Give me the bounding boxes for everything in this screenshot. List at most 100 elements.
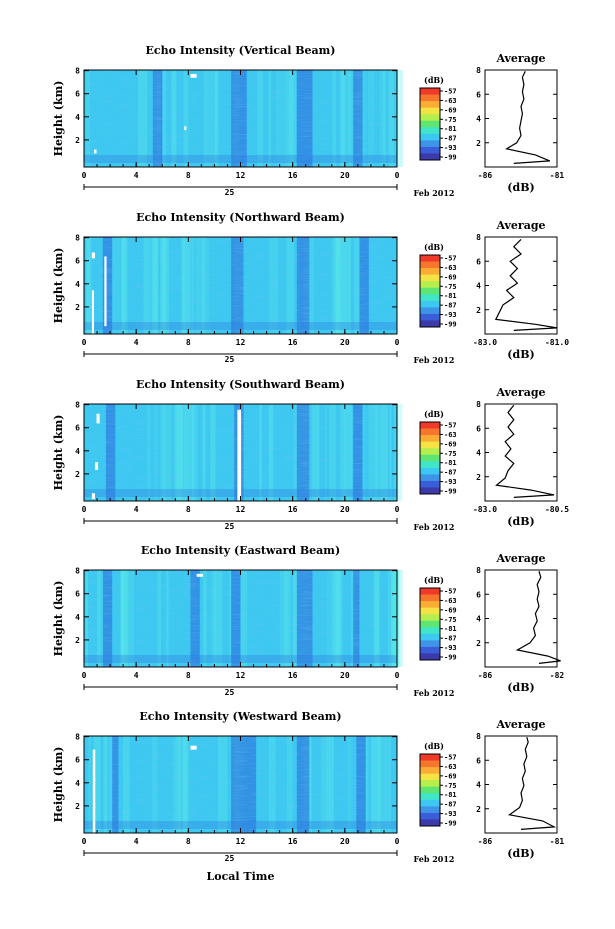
x-tick-label: 0 bbox=[395, 671, 400, 680]
colorbar-segment bbox=[420, 274, 440, 282]
colorbar-tick-label: -99 bbox=[444, 654, 457, 662]
y-tick-label: 6 bbox=[75, 590, 80, 599]
colorbar-tick-label: -87 bbox=[444, 635, 457, 643]
profile-y-tick-label: 4 bbox=[476, 615, 481, 624]
data-gap bbox=[91, 493, 95, 500]
colorbar-segment bbox=[420, 268, 440, 276]
x-tick-label: 16 bbox=[288, 338, 298, 347]
colorbar-tick-label: -75 bbox=[444, 116, 457, 124]
colorbar-segment bbox=[420, 806, 440, 814]
colorbar-segment bbox=[420, 300, 440, 308]
y-axis-label: Height (km) bbox=[52, 581, 65, 657]
colorbar-segment bbox=[420, 627, 440, 635]
x-tick-label: 8 bbox=[186, 837, 191, 846]
profile-line bbox=[495, 404, 555, 498]
heatmap-stripe bbox=[395, 70, 404, 167]
heatmap-ground-layer bbox=[84, 155, 397, 163]
colorbar-tick-label: -81 bbox=[444, 459, 457, 467]
colorbar-segment bbox=[420, 653, 440, 661]
colorbar-tick-label: -93 bbox=[444, 311, 457, 319]
heatmap-stripe bbox=[394, 570, 403, 667]
y-tick-label: 2 bbox=[75, 136, 80, 145]
heatmap-ground-layer bbox=[84, 655, 397, 663]
profile-title: Average bbox=[495, 552, 545, 565]
x-tick-label: 0 bbox=[82, 671, 87, 680]
colorbar-segment bbox=[420, 153, 440, 161]
colorbar-frame bbox=[419, 753, 441, 827]
x-tick-label: 8 bbox=[186, 505, 191, 514]
colorbar-tick-label: -93 bbox=[444, 478, 457, 486]
day-label: 25 bbox=[225, 355, 235, 364]
colorbar-segment bbox=[420, 448, 440, 456]
colorbar-segment bbox=[420, 133, 440, 141]
colorbar-tick-label: -81 bbox=[444, 791, 457, 799]
colorbar-tick-label: -87 bbox=[444, 801, 457, 809]
colorbar-segment bbox=[420, 107, 440, 115]
heatmap-texture bbox=[84, 237, 397, 334]
colorbar-segment bbox=[420, 307, 440, 315]
x-tick-label: 20 bbox=[340, 171, 350, 180]
x-tick-label: 20 bbox=[340, 837, 350, 846]
x-tick-label: 4 bbox=[134, 671, 139, 680]
profile-y-tick-label: 2 bbox=[476, 805, 481, 814]
colorbar-tick-label: -69 bbox=[444, 273, 457, 281]
profile-x-label: (dB) bbox=[507, 181, 534, 194]
x-tick-label: 16 bbox=[288, 505, 298, 514]
profile-y-tick-label: 8 bbox=[476, 566, 481, 575]
colorbar-segment bbox=[420, 633, 440, 641]
colorbar-segment bbox=[420, 146, 440, 154]
colorbar-segment bbox=[420, 474, 440, 482]
colorbar-segment bbox=[420, 140, 440, 148]
colorbar-tick-label: -69 bbox=[444, 772, 457, 780]
profile-y-tick-label: 4 bbox=[476, 282, 481, 291]
colorbar-segment bbox=[420, 422, 440, 430]
colorbar-segment bbox=[420, 467, 440, 475]
colorbar-tick-label: -69 bbox=[444, 606, 457, 614]
heatmap-ground-layer bbox=[84, 322, 397, 330]
data-gap bbox=[94, 149, 97, 154]
profile-x-label: (dB) bbox=[507, 515, 534, 528]
y-tick-label: 2 bbox=[75, 636, 80, 645]
profile-x-tick-label: -83.0 bbox=[473, 338, 497, 347]
colorbar-unit: (dB) bbox=[424, 75, 444, 85]
x-tick-label: 4 bbox=[134, 505, 139, 514]
profile-title: Average bbox=[495, 219, 545, 232]
colorbar-segment bbox=[420, 480, 440, 488]
y-tick-label: 8 bbox=[75, 567, 80, 576]
x-tick-label: 16 bbox=[288, 171, 298, 180]
heatmap-ground-layer bbox=[84, 821, 397, 829]
profile-y-tick-label: 2 bbox=[476, 306, 481, 315]
profile-line bbox=[508, 737, 557, 830]
colorbar-segment bbox=[420, 261, 440, 269]
colorbar-segment bbox=[420, 812, 440, 820]
date-label: Feb 2012 bbox=[414, 688, 455, 698]
colorbar-frame bbox=[419, 587, 441, 661]
y-tick-label: 6 bbox=[75, 424, 80, 433]
colorbar-tick-label: -75 bbox=[444, 450, 457, 458]
x-tick-label: 16 bbox=[288, 837, 298, 846]
x-tick-label: 8 bbox=[186, 671, 191, 680]
colorbar-segment bbox=[420, 435, 440, 443]
colorbar-tick-label: -87 bbox=[444, 469, 457, 477]
colorbar-unit: (dB) bbox=[424, 409, 444, 419]
beam-panel: Echo Intensity (Vertical Beam) 8 6 4 2 Height… bbox=[52, 44, 564, 198]
colorbar-tick-label: -99 bbox=[444, 820, 457, 828]
colorbar-tick-label: -63 bbox=[444, 597, 457, 605]
panel-title: Echo Intensity (Southward Beam) bbox=[136, 378, 345, 391]
x-tick-label: 0 bbox=[82, 338, 87, 347]
y-tick-label: 2 bbox=[75, 303, 80, 312]
colorbar-segment bbox=[420, 255, 440, 263]
x-tick-label: 8 bbox=[186, 171, 191, 180]
y-tick-label: 4 bbox=[75, 113, 80, 122]
x-axis-label: Local Time bbox=[207, 870, 275, 883]
profile-x-label: (dB) bbox=[507, 681, 534, 694]
profile-x-label: (dB) bbox=[507, 348, 534, 361]
colorbar-segment bbox=[420, 793, 440, 801]
colorbar-segment bbox=[420, 640, 440, 648]
colorbar-segment bbox=[420, 94, 440, 102]
y-axis-label: Height (km) bbox=[52, 248, 65, 324]
x-tick-label: 12 bbox=[236, 171, 246, 180]
colorbar-segment bbox=[420, 114, 440, 122]
profile-x-tick-label: -86 bbox=[478, 171, 493, 180]
